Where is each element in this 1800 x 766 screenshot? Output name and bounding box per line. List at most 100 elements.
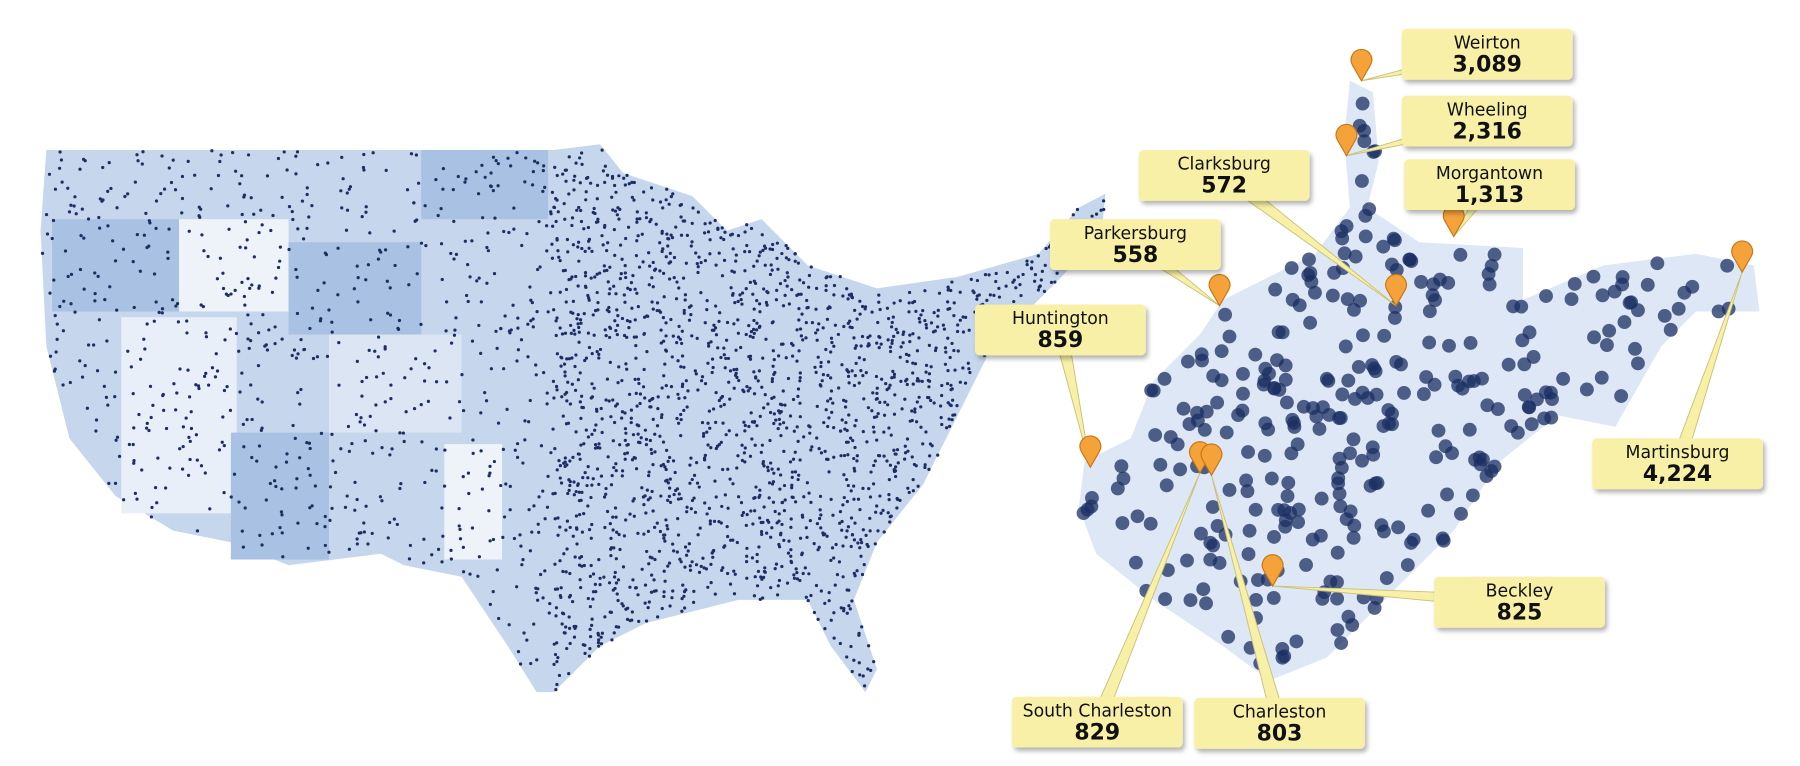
dot [591,590,596,594]
dot [780,500,785,505]
dot [961,330,966,334]
dot [325,354,330,358]
dot [771,349,775,353]
dot [448,416,452,420]
dot [548,601,552,606]
dot [1340,292,1355,307]
dot [847,604,851,608]
dot [1303,315,1318,330]
dot [647,470,651,474]
dot [837,386,841,390]
dot [914,420,919,424]
dot [759,520,763,525]
dot [577,330,581,334]
dot [57,166,62,170]
dot [736,318,740,322]
dot [574,430,578,434]
dot [936,308,940,312]
dot [596,445,600,450]
dot [889,433,893,437]
dot [670,355,674,359]
dot [220,440,224,444]
dot [542,371,546,375]
dot [819,513,823,517]
dot [967,367,971,371]
dot [739,501,744,505]
dot [703,222,707,226]
dot [1526,350,1541,364]
dot [809,500,813,505]
dot [583,471,587,475]
dot [609,483,614,487]
dot [1004,284,1008,288]
dot [81,157,86,161]
dot [648,264,652,268]
dot [305,441,309,445]
dot [705,299,709,303]
dot [949,403,953,408]
dot [201,305,205,309]
dot [302,348,306,352]
dot [1387,233,1402,248]
dot [243,303,247,307]
dot [719,404,723,408]
dot [877,300,881,304]
dot [323,514,327,519]
dot [758,516,762,520]
dot [907,290,912,295]
dot [1029,266,1034,270]
dot [832,344,836,348]
dot [682,308,686,313]
dot [555,173,559,178]
dot [831,401,835,405]
dot [1448,369,1463,384]
callout-box [1194,697,1365,749]
dot [443,448,447,452]
dot [264,498,268,502]
dot [799,292,803,296]
dot [635,210,639,214]
dot [620,316,625,321]
dot [845,529,849,533]
dot [583,358,587,363]
dot [1335,387,1350,402]
dot [668,500,673,505]
dot [180,174,185,179]
dot [773,509,777,514]
dot [838,641,842,646]
dot [669,194,673,199]
dot [197,386,201,391]
dot [166,250,170,254]
dot [908,333,912,337]
dot [649,447,653,452]
dot [369,318,373,322]
dot [730,269,734,273]
dot [66,186,70,190]
dot [466,263,470,267]
dot [549,291,553,295]
dot [1099,208,1103,212]
dot [614,581,619,585]
dot [878,400,882,404]
dot [637,619,641,623]
dot [1365,440,1380,455]
dot [265,174,270,178]
dot [620,474,624,478]
dot [739,297,743,302]
dot [627,182,631,186]
dot [591,210,595,215]
dot [894,327,898,331]
dot [319,431,324,436]
dot [412,406,417,411]
dot [846,453,850,457]
dot [665,478,669,482]
dot [1042,289,1047,294]
dot [612,227,616,232]
dot [1338,339,1353,354]
dot [819,589,823,593]
dot [714,390,718,395]
dot [1148,428,1163,442]
dot [1377,524,1391,539]
dot [902,330,906,334]
dot [45,232,50,236]
